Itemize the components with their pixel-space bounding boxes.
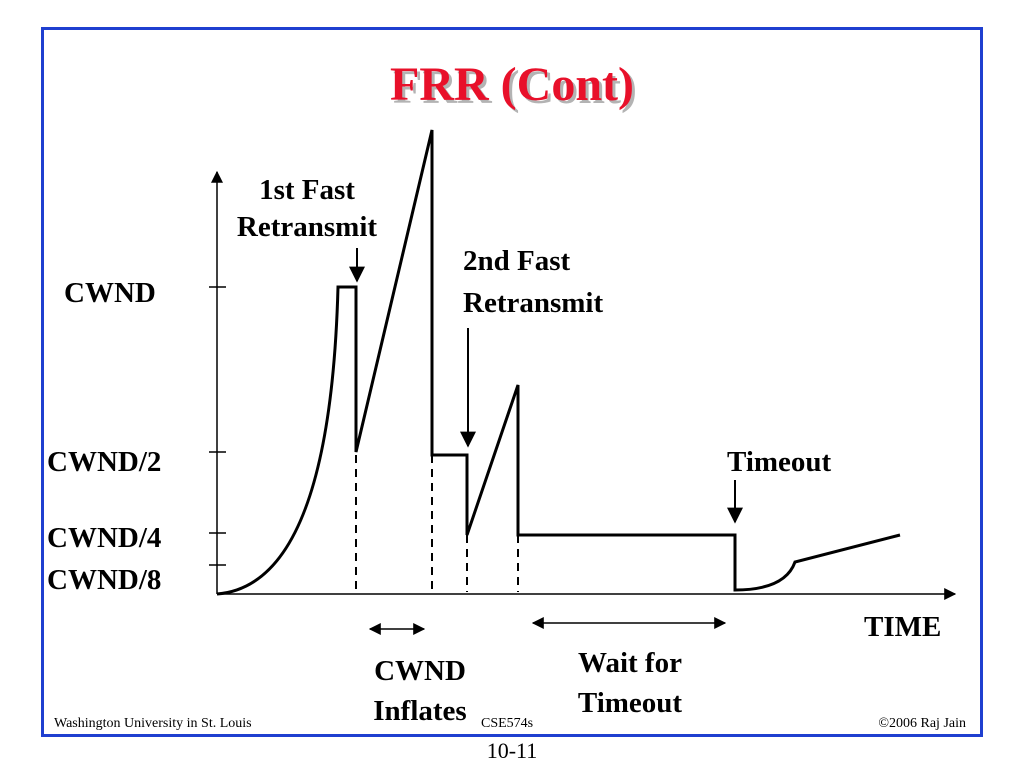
annotation-timeout: Timeout: [727, 446, 832, 478]
slide-frame: [41, 27, 983, 737]
annotation-cwnd-inflates: CWND Inflates: [355, 651, 485, 731]
y-label-cwnd-eighth: CWND/8: [47, 564, 162, 596]
annotation-wait-line1: Wait for: [578, 647, 682, 679]
cwnd-curve: [216, 129, 901, 596]
annotation-inflates-line2: Inflates: [373, 695, 467, 727]
annotation-wait-line2: Timeout: [577, 687, 683, 719]
y-label-cwnd-half: CWND/2: [47, 446, 162, 478]
annotation-second-line2: Retransmit: [463, 287, 604, 319]
footer-center: CSE574s: [481, 716, 534, 731]
annotation-first-fast-retransmit: 1st Fast Retransmit: [215, 172, 399, 246]
annotation-inflates-line1: CWND: [374, 655, 466, 687]
page-number: 10-11: [486, 738, 538, 763]
footer-right: ©2006 Raj Jain: [878, 716, 966, 731]
annotation-first-line1: 1st Fast: [259, 174, 355, 206]
y-label-cwnd: CWND: [64, 277, 156, 309]
x-axis-label: TIME: [864, 611, 942, 643]
annotation-second-line1: 2nd Fast: [463, 245, 571, 277]
annotation-second-fast-retransmit: 2nd Fast Retransmit: [463, 240, 603, 324]
annotation-first-line2: Retransmit: [236, 211, 378, 243]
y-label-cwnd-quarter: CWND/4: [47, 522, 162, 554]
annotation-wait-for-timeout: Wait for Timeout: [560, 643, 700, 723]
footer-left: Washington University in St. Louis: [54, 716, 252, 731]
slide-title: FRR (Cont): [390, 58, 634, 111]
